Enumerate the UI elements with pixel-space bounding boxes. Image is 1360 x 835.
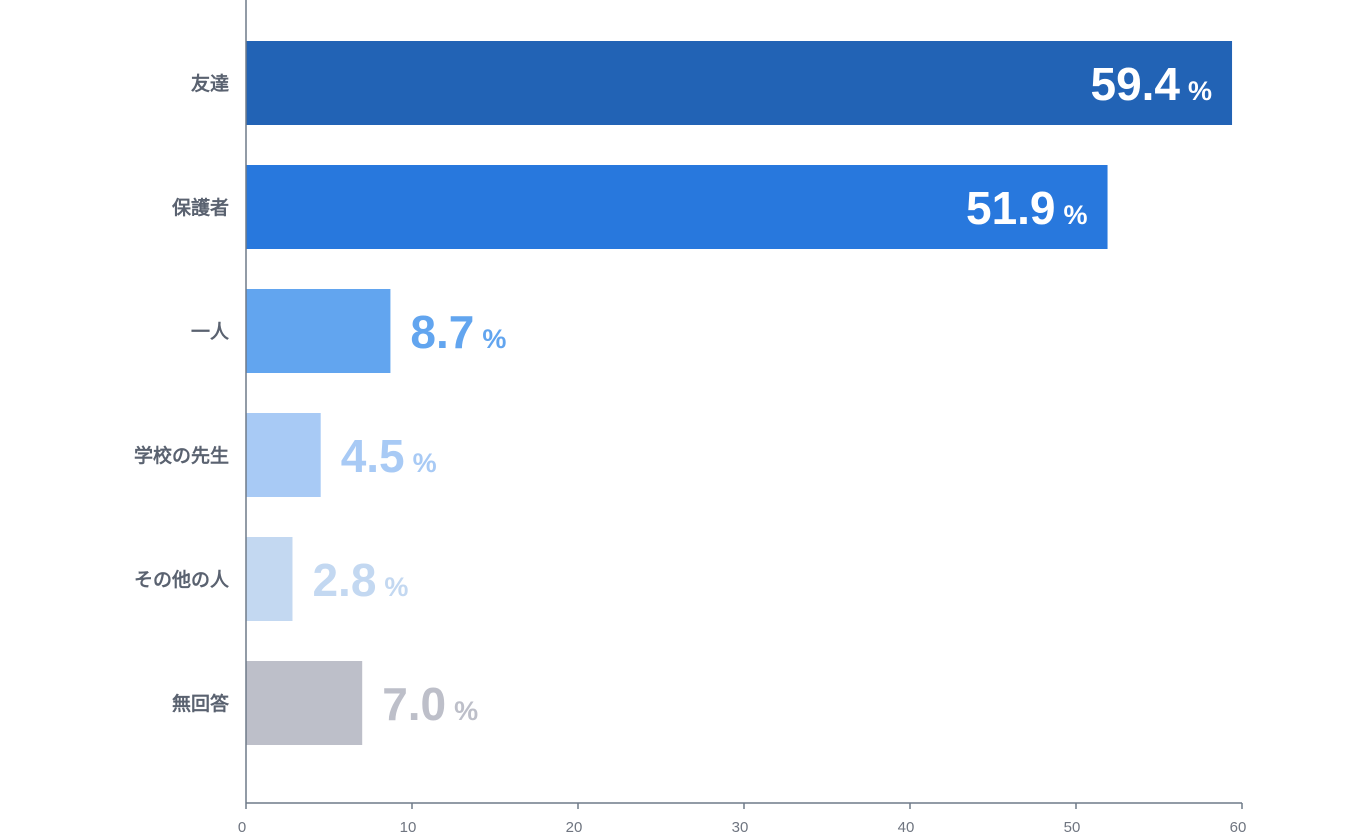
value-number-1: 59.4 <box>1090 58 1180 110</box>
bar-4 <box>246 413 321 497</box>
category-label-3: 一人 <box>191 321 230 343</box>
category-label-5: その他の人 <box>134 568 230 591</box>
x-tick-label-4: 30 <box>732 819 749 835</box>
value-labels-group: 59.4 %51.9 %8.7 %4.5 %2.8 %7.0% <box>312 58 1212 730</box>
value-unit-4: % <box>413 448 437 478</box>
value-label-2: 51.9% <box>966 182 1088 234</box>
x-tick-label-2: 10 <box>400 819 417 835</box>
value-unit-1: % <box>1188 76 1212 106</box>
bar-5 <box>246 537 293 621</box>
value-label-1: 59.4% <box>1090 58 1212 110</box>
x-tick-label-6: 50 <box>1064 819 1081 835</box>
bar-6 <box>246 661 363 745</box>
value-number-4: 4.5 <box>341 430 405 482</box>
value-label-3: 8.7% <box>410 306 506 358</box>
x-tick-label-1: 0 <box>238 819 246 835</box>
value-unit-2: % <box>1064 200 1088 230</box>
value-number-6: 7.0 <box>382 678 446 730</box>
category-label-6: 無回答 <box>172 692 230 715</box>
value-label-6: 7.0% <box>382 678 478 730</box>
axes-group: 0 10 20 30 40 50 60 <box>238 0 1247 835</box>
value-label-4: 4.5% <box>341 430 437 482</box>
value-label-5: 2.8% <box>312 554 408 606</box>
value-number-5: 2.8 <box>312 554 376 606</box>
category-label-2: 保護者 <box>171 196 229 219</box>
bar-1 <box>246 41 1233 125</box>
value-unit-5: % <box>384 572 408 602</box>
value-number-3: 8.7 <box>410 306 474 358</box>
value-number-2: 51.9 <box>966 182 1056 234</box>
x-tick-label-7: 60 <box>1230 819 1247 835</box>
bars-group <box>246 41 1233 745</box>
value-unit-6: % <box>454 696 478 726</box>
x-tick-label-3: 20 <box>566 819 583 835</box>
category-label-4: 学校の先生 <box>134 444 229 467</box>
bar-2 <box>246 165 1108 249</box>
x-tick-label-5: 40 <box>898 819 915 835</box>
bar-3 <box>246 289 391 373</box>
category-label-1: 友達 <box>191 72 229 95</box>
value-unit-3: % <box>482 324 506 354</box>
